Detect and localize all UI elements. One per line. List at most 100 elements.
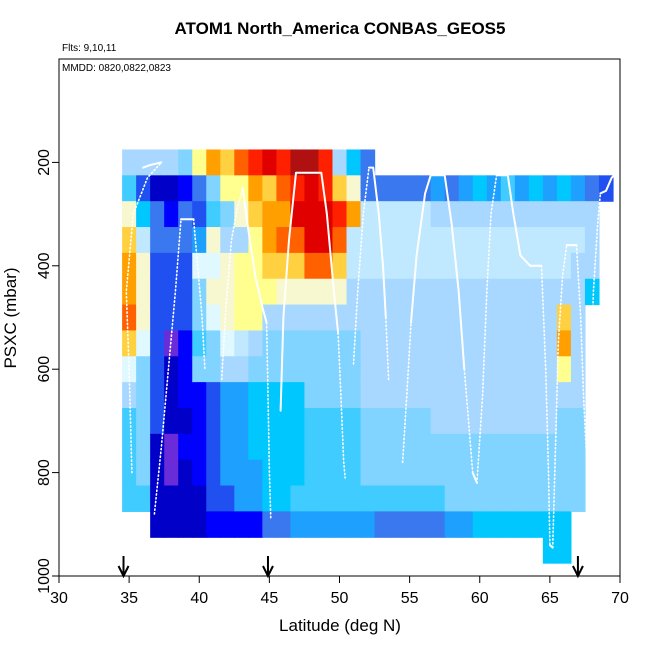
heatmap-cell xyxy=(500,304,516,332)
heatmap-cell xyxy=(304,511,320,538)
heatmap-cell xyxy=(178,382,193,409)
heatmap-cell xyxy=(444,459,460,487)
heatmap-cell xyxy=(444,278,460,306)
heatmap-cell xyxy=(542,175,558,202)
heatmap-cell xyxy=(248,304,263,332)
heatmap-cell xyxy=(388,407,404,435)
heatmap-cell xyxy=(500,330,516,357)
heatmap-cell xyxy=(570,459,586,487)
heatmap-cell xyxy=(472,278,488,306)
heatmap-cell xyxy=(206,433,221,461)
heatmap-cell xyxy=(276,356,292,383)
heatmap-cell xyxy=(178,304,193,332)
heatmap-cell xyxy=(122,201,137,228)
heatmap-cell xyxy=(374,304,390,332)
heatmap-cell xyxy=(304,356,320,383)
heatmap-cell xyxy=(332,511,348,538)
heatmap-cell xyxy=(318,149,334,176)
heatmap-cell xyxy=(290,201,306,228)
heatmap-cell xyxy=(430,459,446,487)
heatmap-cell xyxy=(416,201,432,228)
heatmap-cell xyxy=(360,485,376,512)
heatmap-cell xyxy=(164,227,179,254)
heatmap-cell xyxy=(150,304,165,332)
flight-profile-line xyxy=(125,161,163,474)
heatmap-cell xyxy=(360,278,376,306)
x-axis: 30 35 40 45 50 55 60 65 70 xyxy=(50,576,629,607)
heatmap-cell xyxy=(332,201,348,228)
heatmap-cell xyxy=(416,382,432,409)
heatmap-cell xyxy=(374,382,390,409)
heatmap-cell xyxy=(430,485,446,512)
heatmap-cell xyxy=(248,485,263,512)
heatmap-cell xyxy=(556,356,572,383)
flight-profile-line xyxy=(220,187,244,381)
x-tick-label: 30 xyxy=(50,590,68,607)
heatmap-cell xyxy=(248,356,263,383)
heatmap-cell xyxy=(332,175,348,202)
heatmap-cell xyxy=(472,459,488,487)
heatmap-cell xyxy=(500,382,516,409)
heatmap-cell xyxy=(304,485,320,512)
heatmap-cell xyxy=(556,511,572,538)
flight-profile-lines xyxy=(125,161,621,549)
heatmap-cell xyxy=(556,433,572,461)
heatmap-cell xyxy=(276,149,292,176)
heatmap-cell xyxy=(122,278,137,306)
heatmap-cell xyxy=(346,330,362,357)
heatmap-cell xyxy=(290,433,306,461)
heatmap-cell xyxy=(178,459,193,487)
x-tick-label: 60 xyxy=(471,590,489,607)
heatmap-cell xyxy=(542,382,558,409)
heatmap-cell xyxy=(360,382,376,409)
heatmap-cell xyxy=(486,511,502,538)
heatmap-cell xyxy=(318,201,334,228)
heatmap-cell xyxy=(220,149,235,176)
heatmap-cell xyxy=(402,252,418,280)
heatmap-cell xyxy=(318,433,334,461)
heatmap-cell xyxy=(430,252,446,280)
heatmap-cell xyxy=(360,407,376,435)
heatmap-cell xyxy=(178,278,193,306)
heatmap-cell xyxy=(486,382,502,409)
heatmap-cell xyxy=(290,227,306,254)
heatmap-cell xyxy=(290,304,306,332)
heatmap-cell xyxy=(178,511,193,538)
x-tick-label: 70 xyxy=(611,590,629,607)
heatmap-cell xyxy=(150,407,165,435)
heatmap-cell xyxy=(262,356,277,383)
heatmap-cell xyxy=(136,382,151,409)
heatmap-cell xyxy=(556,407,572,435)
heatmap-cell xyxy=(430,433,446,461)
heatmap-cell xyxy=(444,382,460,409)
heatmap-cell xyxy=(458,175,474,202)
heatmap-cell xyxy=(486,407,502,435)
heatmap-cell xyxy=(276,175,292,202)
heatmap-cell xyxy=(136,201,151,228)
heatmap-cell xyxy=(262,433,277,461)
heatmap-cell xyxy=(276,252,292,280)
heatmap-cell xyxy=(290,252,306,280)
heatmap-cell xyxy=(290,459,306,487)
heatmap-cell xyxy=(220,511,235,538)
heatmap-cell xyxy=(528,382,544,409)
heatmap-cell xyxy=(234,459,249,487)
heatmap-cell xyxy=(360,330,376,357)
x-tick-label: 45 xyxy=(260,590,278,607)
heatmap-cell xyxy=(206,175,221,202)
heatmap-cell xyxy=(514,356,530,383)
flight-profile-line xyxy=(279,171,340,412)
flight-profile-line xyxy=(471,471,478,484)
heatmap-cell xyxy=(346,356,362,383)
flight-profile-line xyxy=(575,244,588,453)
heatmap-cell xyxy=(430,201,446,228)
heatmap-cell xyxy=(262,149,277,176)
x-tick-label: 55 xyxy=(401,590,419,607)
heatmap-cell xyxy=(570,252,586,280)
heatmap-cell xyxy=(472,356,488,383)
flight-profile-line xyxy=(153,218,182,515)
heatmap-cell xyxy=(346,407,362,435)
heatmap-cell xyxy=(178,485,193,512)
heatmap-cell xyxy=(570,227,586,254)
heatmap-cell xyxy=(192,433,207,461)
